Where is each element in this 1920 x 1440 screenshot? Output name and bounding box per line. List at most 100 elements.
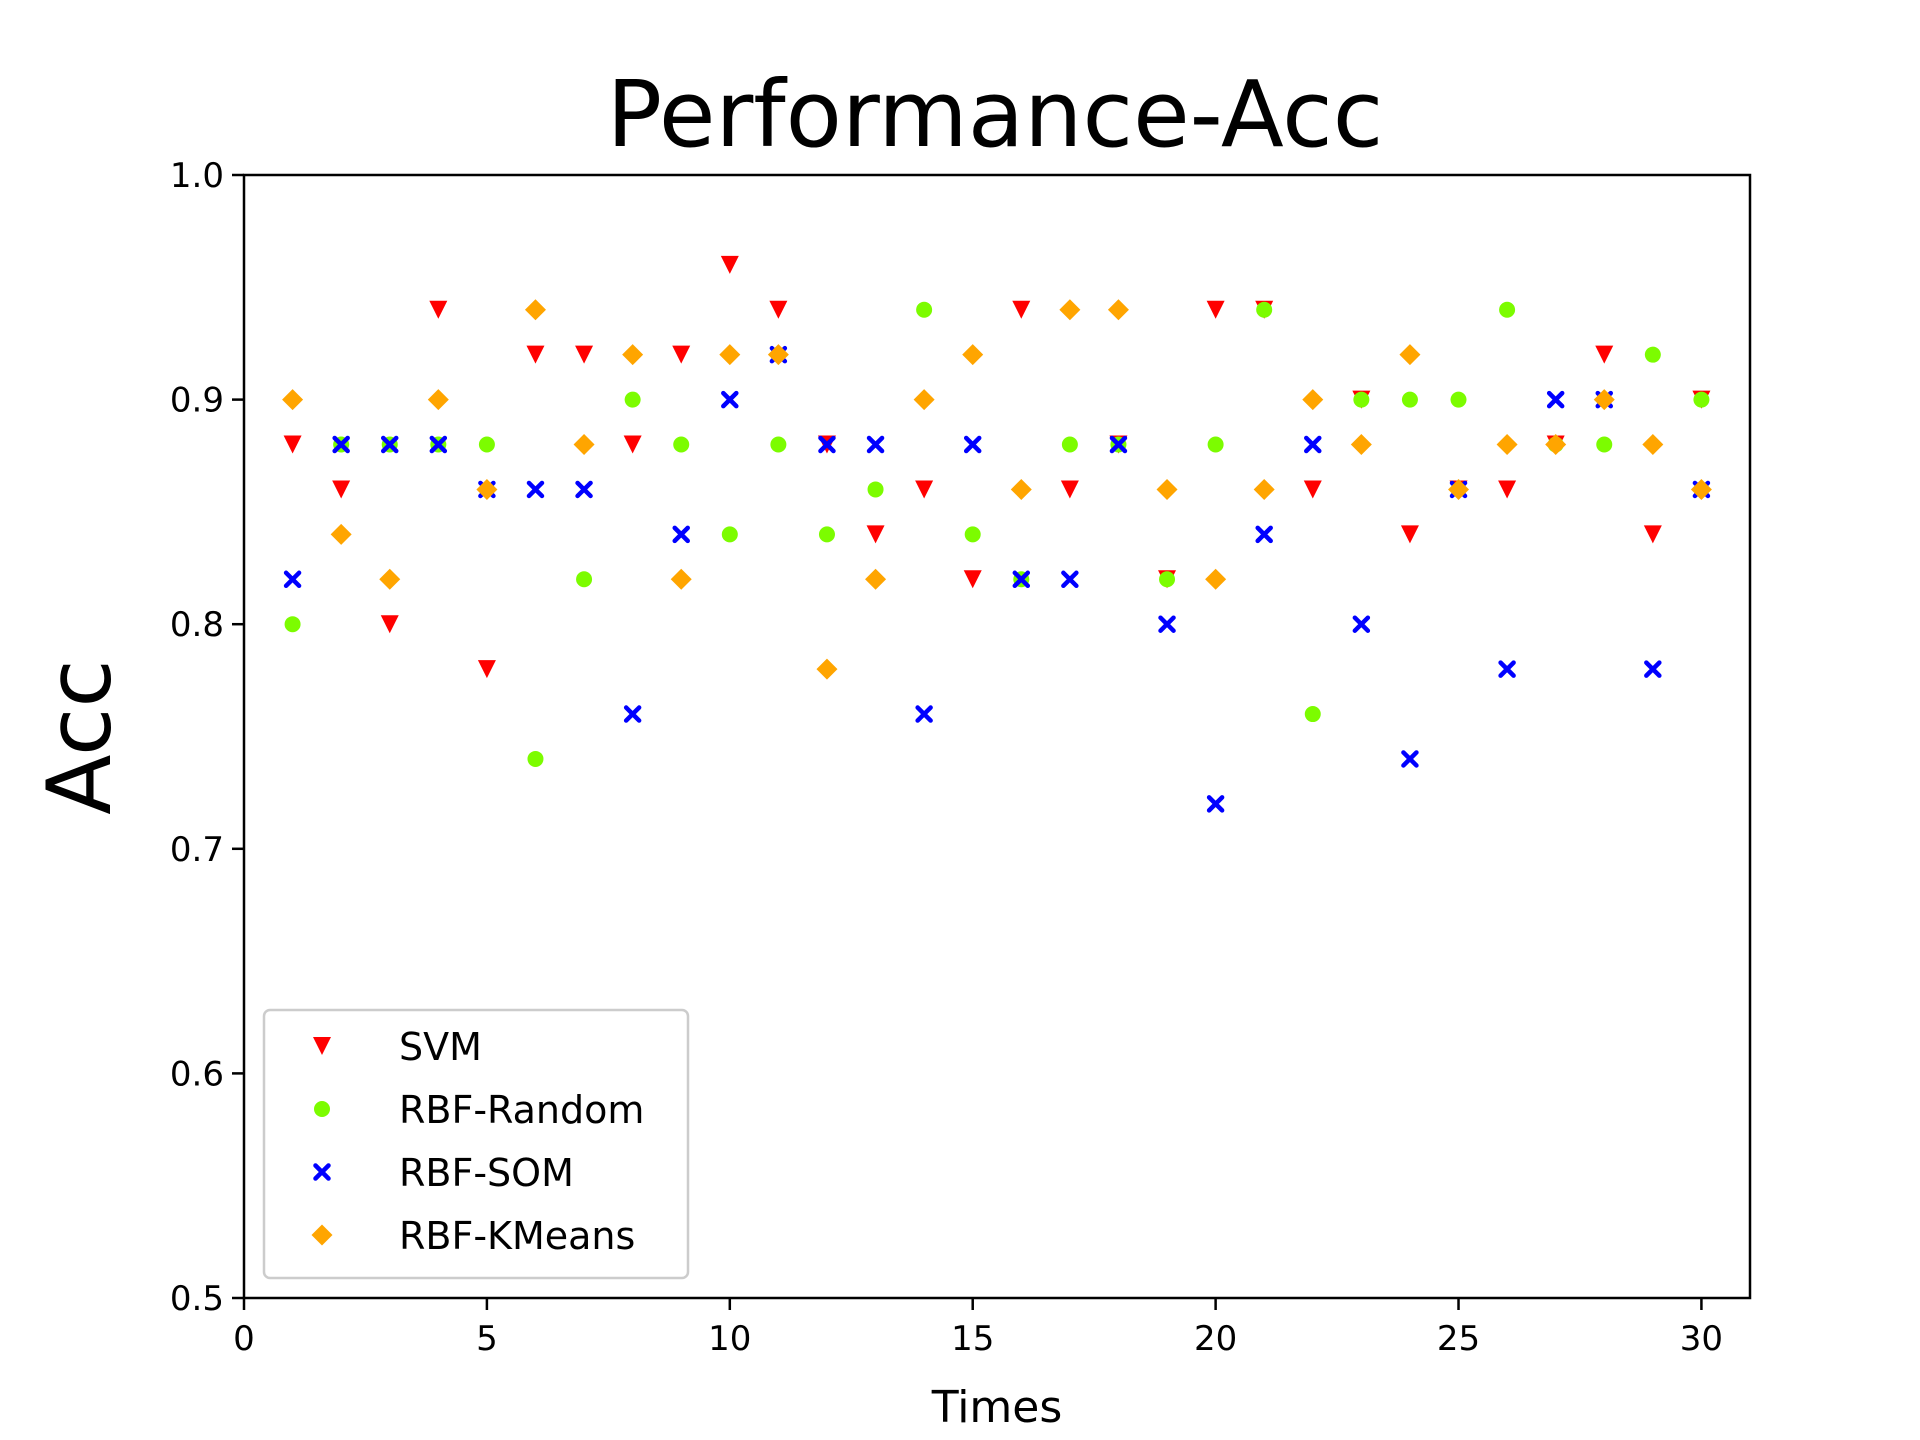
data-point xyxy=(623,435,642,454)
data-point xyxy=(1693,391,1710,408)
data-point xyxy=(283,435,302,454)
data-point xyxy=(1302,389,1324,411)
data-point xyxy=(380,615,399,634)
data-point xyxy=(1353,391,1370,408)
data-point xyxy=(477,660,496,679)
data-point xyxy=(1206,795,1225,813)
data-point xyxy=(575,480,593,499)
data-point xyxy=(1593,389,1615,411)
data-point xyxy=(672,345,691,364)
plot-frame xyxy=(242,173,1752,1300)
y-tick-label: 0.6 xyxy=(170,1054,224,1094)
data-point xyxy=(476,478,498,500)
data-point xyxy=(1401,391,1418,408)
data-point xyxy=(527,750,544,767)
legend-box xyxy=(262,1008,690,1280)
data-point xyxy=(524,299,546,321)
data-point xyxy=(332,435,350,454)
legend-marker xyxy=(311,1224,333,1246)
y-tick-label: 0.9 xyxy=(170,381,224,421)
chart-title: Performance-Acc xyxy=(607,61,1384,168)
data-point xyxy=(1061,570,1079,589)
data-point xyxy=(1206,300,1225,319)
data-point xyxy=(526,480,545,499)
data-point xyxy=(915,705,933,723)
data-point xyxy=(1012,570,1031,589)
legend: SVM RBF-Random RBF-SOM RBF-KMeans xyxy=(262,1008,690,1280)
data-point xyxy=(1060,480,1079,499)
data-point xyxy=(1350,434,1372,456)
data-point xyxy=(816,658,838,680)
data-point xyxy=(1400,525,1419,544)
data-point xyxy=(332,480,351,499)
data-point xyxy=(1595,345,1614,364)
legend-item: RBF-SOM xyxy=(313,1151,574,1195)
data-point xyxy=(1401,750,1419,768)
data-point xyxy=(963,435,982,454)
data-point xyxy=(1499,301,1516,318)
data-point xyxy=(622,344,644,366)
x-tick-label: 5 xyxy=(476,1319,498,1359)
data-point xyxy=(1496,434,1518,456)
x-tick-label: 10 xyxy=(708,1319,751,1359)
data-point xyxy=(721,390,739,409)
data-point xyxy=(1498,660,1516,678)
x-tick-label: 0 xyxy=(233,1319,255,1359)
data-point xyxy=(769,300,788,319)
data-point xyxy=(818,435,836,454)
data-point xyxy=(380,435,399,454)
data-point xyxy=(963,570,982,589)
data-point xyxy=(1690,478,1712,500)
data-point xyxy=(576,571,593,588)
data-point xyxy=(282,389,304,411)
data-point xyxy=(1255,525,1273,544)
x-tick-label: 30 xyxy=(1680,1319,1723,1359)
data-point xyxy=(623,705,642,723)
y-tick-label: 0.5 xyxy=(170,1279,224,1319)
legend-label: SVM xyxy=(399,1025,482,1069)
legend-label: RBF-Random xyxy=(399,1088,644,1132)
data-point xyxy=(1644,660,1662,678)
data-point xyxy=(720,255,739,274)
data-point xyxy=(1205,568,1227,590)
y-tick-label: 1.0 xyxy=(170,156,224,196)
y-tick-label: 0.7 xyxy=(170,830,224,870)
data-point xyxy=(283,570,302,589)
data-point xyxy=(915,480,934,499)
data-point xyxy=(429,435,448,454)
data-point xyxy=(1059,299,1081,321)
data-point xyxy=(1643,525,1662,544)
data-point xyxy=(1596,436,1613,453)
data-point xyxy=(916,301,933,318)
data-point xyxy=(427,389,449,411)
legend-label: RBF-KMeans xyxy=(399,1214,635,1258)
data-point xyxy=(670,568,692,590)
data-point xyxy=(1450,391,1467,408)
data-point xyxy=(721,526,738,543)
data-point xyxy=(575,345,594,364)
data-point xyxy=(818,526,835,543)
series-rbf-som xyxy=(283,345,1711,813)
data-point xyxy=(866,435,885,454)
data-point xyxy=(1352,615,1371,633)
data-point xyxy=(1061,436,1078,453)
data-point xyxy=(866,525,885,544)
data-point xyxy=(1498,480,1517,499)
data-point xyxy=(624,391,641,408)
data-point xyxy=(867,481,884,498)
data-point xyxy=(1207,436,1224,453)
data-point xyxy=(526,345,545,364)
data-point xyxy=(1256,301,1273,318)
legend-marker xyxy=(313,1037,331,1055)
x-axis-ticks: 0 5 10 15 20 25 30 xyxy=(233,1298,1723,1359)
data-points xyxy=(282,255,1712,813)
x-tick-label: 15 xyxy=(951,1319,994,1359)
data-point xyxy=(284,616,301,633)
y-tick-label: 0.8 xyxy=(170,605,224,645)
data-point xyxy=(1303,480,1322,499)
legend-label: RBF-SOM xyxy=(399,1151,574,1195)
data-point xyxy=(1304,435,1322,454)
data-point xyxy=(1546,390,1565,409)
legend-item: SVM xyxy=(313,1025,482,1069)
